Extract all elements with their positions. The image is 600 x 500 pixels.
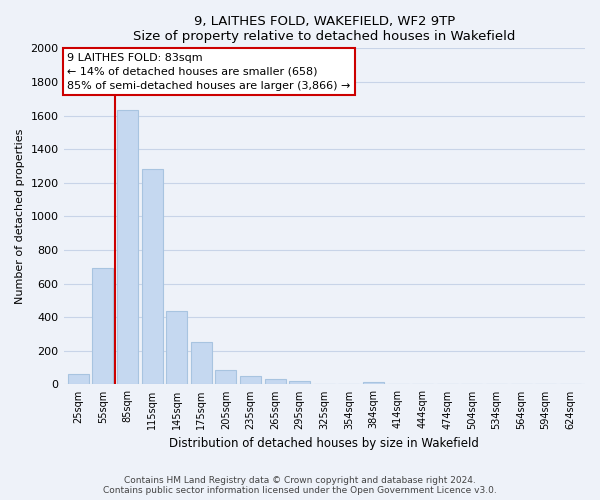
Bar — [289, 381, 310, 384]
Y-axis label: Number of detached properties: Number of detached properties — [15, 128, 25, 304]
Bar — [92, 268, 113, 384]
X-axis label: Distribution of detached houses by size in Wakefield: Distribution of detached houses by size … — [169, 437, 479, 450]
Text: Contains HM Land Registry data © Crown copyright and database right 2024.
Contai: Contains HM Land Registry data © Crown c… — [103, 476, 497, 495]
Bar — [265, 380, 286, 384]
Bar — [215, 370, 236, 384]
Bar — [142, 170, 163, 384]
Text: 9 LAITHES FOLD: 83sqm
← 14% of detached houses are smaller (658)
85% of semi-det: 9 LAITHES FOLD: 83sqm ← 14% of detached … — [67, 52, 350, 90]
Bar — [166, 312, 187, 384]
Bar — [117, 110, 138, 384]
Bar — [240, 376, 261, 384]
Bar — [68, 374, 89, 384]
Title: 9, LAITHES FOLD, WAKEFIELD, WF2 9TP
Size of property relative to detached houses: 9, LAITHES FOLD, WAKEFIELD, WF2 9TP Size… — [133, 15, 515, 43]
Bar — [363, 382, 384, 384]
Bar — [191, 342, 212, 384]
